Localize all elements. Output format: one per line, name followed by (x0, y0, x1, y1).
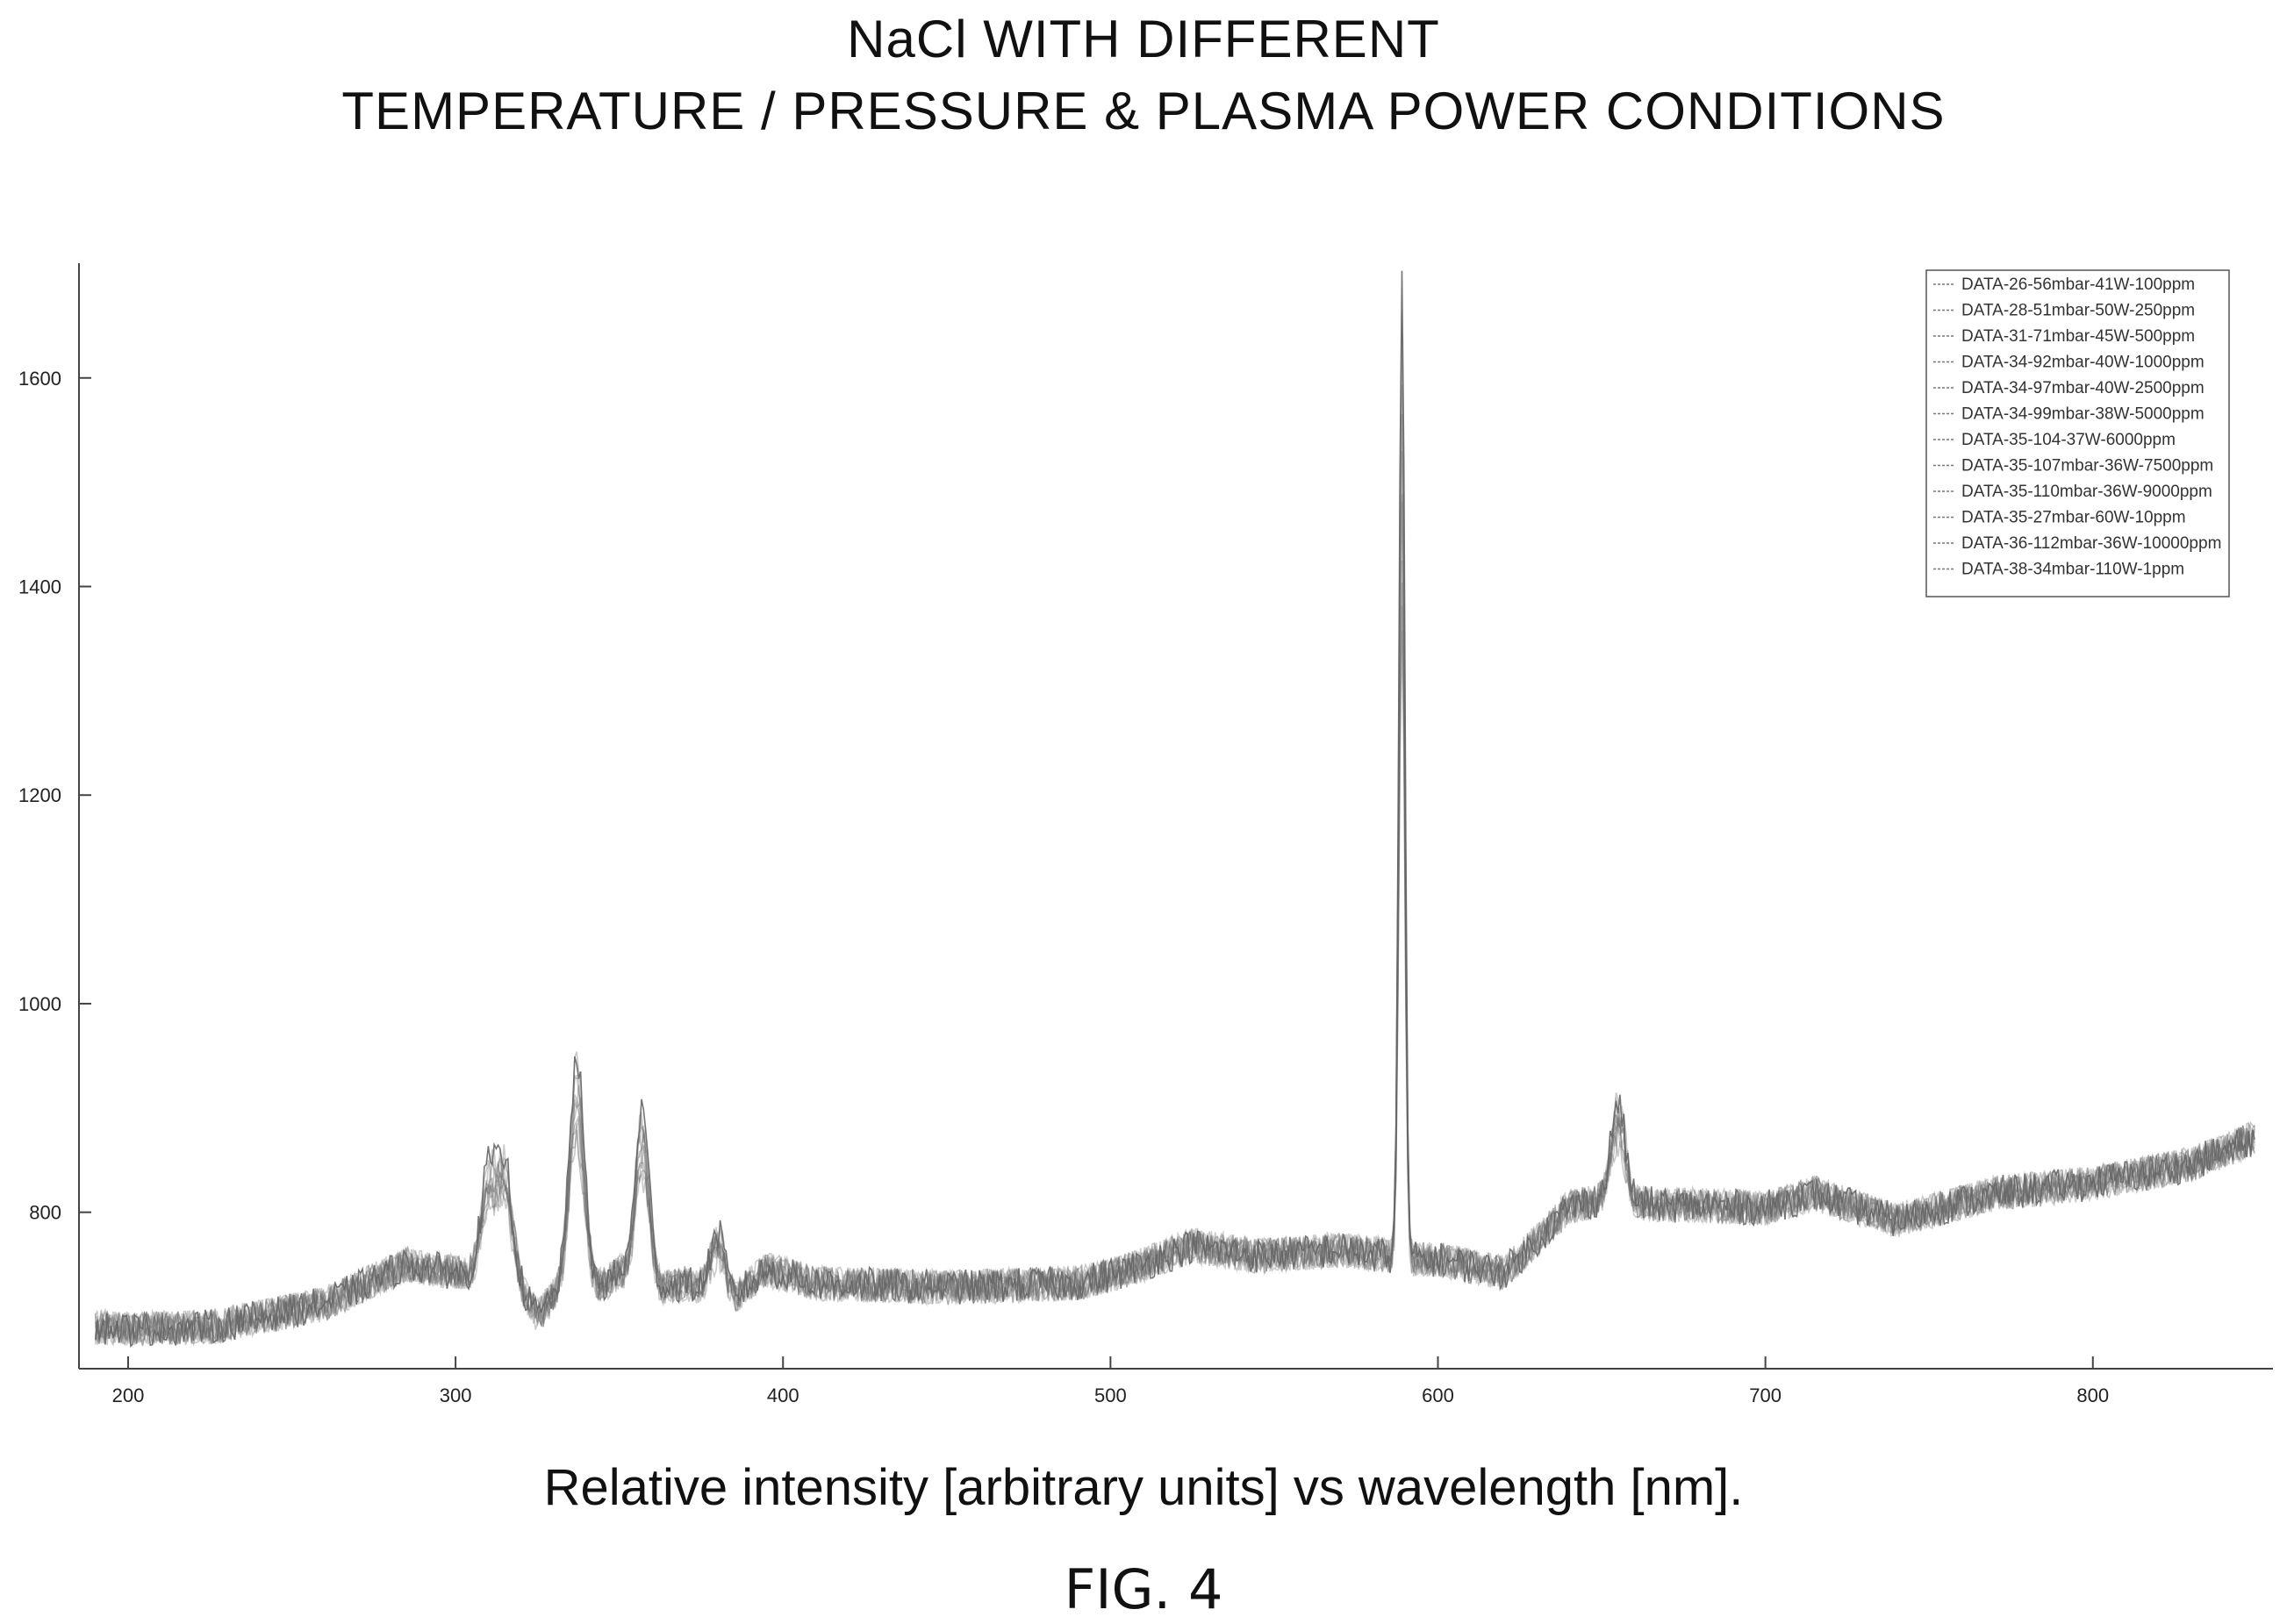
legend-label: DATA-35-110mbar-36W-9000ppm (1961, 483, 2212, 501)
x-tick-label: 800 (2076, 1384, 2109, 1406)
y-tick-label: 1200 (18, 784, 61, 806)
y-tick-label: 800 (29, 1202, 61, 1224)
legend-label: DATA-35-104-37W-6000ppm (1961, 431, 2176, 449)
legend-label: DATA-38-34mbar-110W-1ppm (1961, 561, 2184, 579)
figure-label: FIG. 4 (1064, 1557, 1223, 1621)
x-tick-label: 500 (1094, 1384, 1127, 1406)
y-tick-label: 1600 (18, 368, 61, 390)
x-tick-label: 200 (112, 1384, 145, 1406)
series-line (94, 631, 2255, 1344)
legend-label: DATA-31-71mbar-45W-500ppm (1961, 327, 2195, 346)
axes: 200 300 400 500 600 700 800 800 1000 1200 1400 1600 (18, 263, 2273, 1406)
legend-label: DATA-34-99mbar-38W-5000ppm (1961, 405, 2205, 424)
chart-subtitle: TEMPERATURE / PRESSURE & PLASMA POWER CO… (341, 82, 1946, 140)
y-tick-label: 1000 (18, 993, 61, 1015)
x-tick-label: 400 (767, 1384, 799, 1406)
x-tick-label: 700 (1749, 1384, 1782, 1406)
x-tick-label: 600 (1422, 1384, 1454, 1406)
legend-label: DATA-34-97mbar-40W-2500ppm (1961, 379, 2205, 397)
series-line (94, 270, 2255, 1349)
legend-label: DATA-35-107mbar-36W-7500ppm (1961, 457, 2213, 476)
legend-label: DATA-26-56mbar-41W-100ppm (1961, 275, 2195, 294)
series-lines (94, 270, 2255, 1349)
y-tick-label: 1400 (18, 576, 61, 597)
series-line (94, 451, 2255, 1347)
legend-label: DATA-35-27mbar-60W-10ppm (1961, 509, 2186, 527)
legend-label: DATA-36-112mbar-36W-10000ppm (1961, 534, 2221, 553)
series-line (94, 582, 2255, 1345)
figure-caption: Relative intensity [arbitrary units] vs … (543, 1459, 1744, 1516)
series-line (94, 311, 2255, 1347)
legend-label: DATA-28-51mbar-50W-250ppm (1961, 302, 2195, 320)
legend-label: DATA-34-92mbar-40W-1000ppm (1961, 354, 2205, 372)
chart-title: NaCl WITH DIFFERENT (847, 10, 1440, 68)
x-tick-label: 300 (440, 1384, 472, 1406)
series-line (94, 605, 2255, 1346)
legend-box (1925, 269, 2230, 597)
legend: DATA-26-56mbar-41W-100ppm DATA-28-51mbar-… (1925, 269, 2230, 597)
